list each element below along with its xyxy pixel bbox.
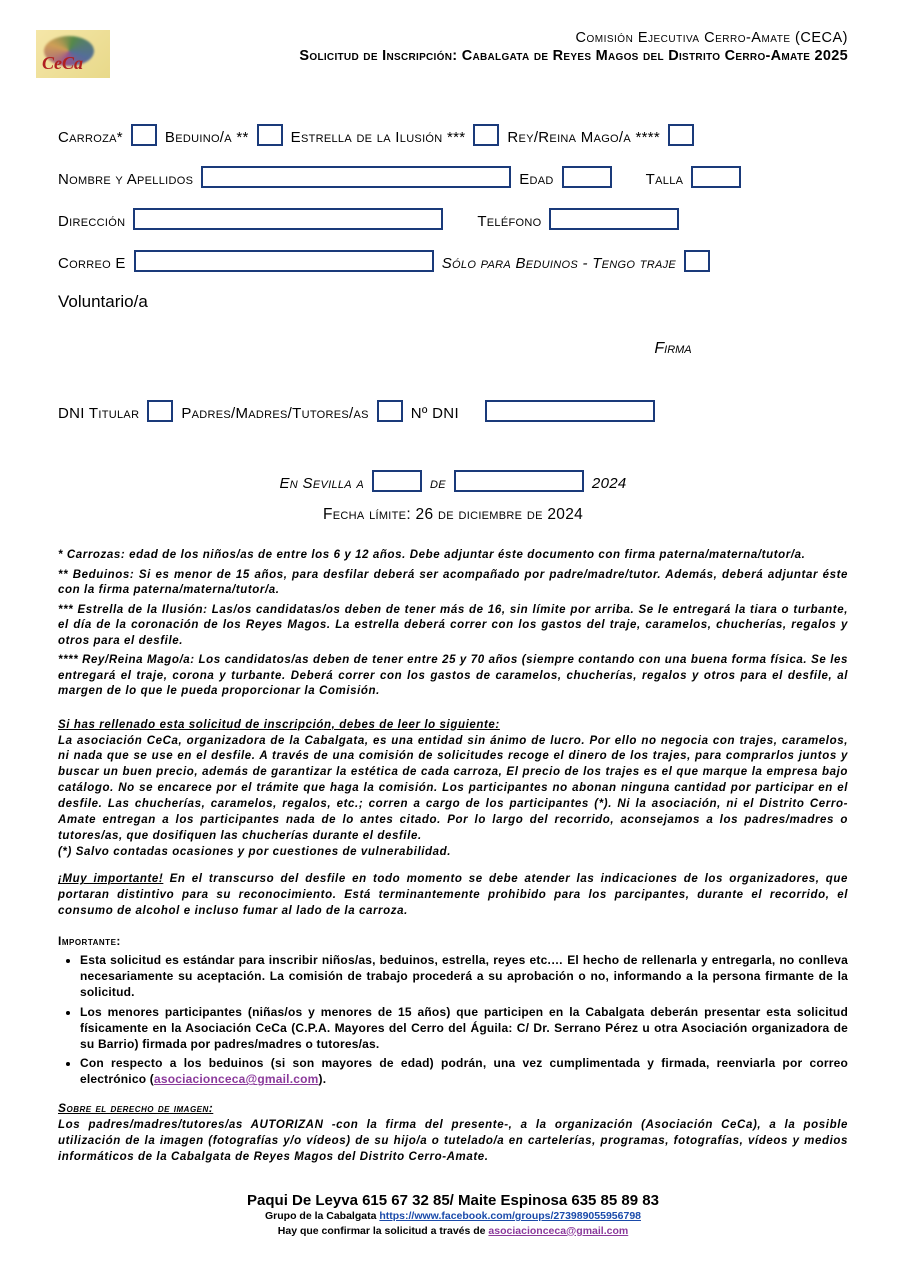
mail-link-2[interactable]: asociacionceca@gmail.com [488,1225,628,1237]
footer-grupo: Grupo de la Cabalgata https://www.facebo… [58,1209,848,1224]
input-telefono[interactable] [549,208,679,230]
input-n-dni[interactable] [485,400,655,422]
input-mes[interactable] [454,470,584,492]
footer-confirm: Hay que confirmar la solicitud a través … [58,1224,848,1239]
input-talla[interactable] [691,166,741,188]
label-n-dni: Nº DNI [411,405,459,422]
row-correo: Correo E Sólo para Beduinos - Tengo traj… [58,250,848,272]
importante-heading: Importante: [58,934,848,948]
checkbox-rey[interactable] [668,124,694,146]
logo-text: CeCa [42,53,83,74]
label-telefono: Teléfono [477,213,541,230]
label-correo: Correo E [58,255,126,272]
checkbox-traje[interactable] [684,250,710,272]
input-direccion[interactable] [133,208,443,230]
note-estrella: *** Estrella de la Ilusión: Las/os candi… [58,603,848,650]
muy-importante: ¡Muy importante! En el transcurso del de… [58,872,848,920]
label-padres: Padres/Madres/Tutores/as [181,405,368,422]
label-firma: Firma [498,340,848,358]
input-edad[interactable] [562,166,612,188]
label-en-sevilla: En Sevilla a [280,475,365,492]
label-beduino: Beduino/a ** [165,129,249,146]
label-dni-titular: DNI Titular [58,405,139,422]
importante-list: Esta solicitud es estándar para inscribi… [58,952,848,1088]
row-dni: DNI Titular Padres/Madres/Tutores/as Nº … [58,400,848,422]
row-direccion: Dirección Teléfono [58,208,848,230]
label-solo-beduinos: Sólo para Beduinos - Tengo traje [442,255,676,272]
importante-item-2: Los menores participantes (niñas/os y me… [80,1004,848,1053]
row-fecha: En Sevilla a de 2024 [58,470,848,492]
label-de: de [430,475,446,492]
note-beduinos: ** Beduinos: Si es menor de 15 años, par… [58,568,848,599]
label-nombre: Nombre y Apellidos [58,171,193,188]
imagen-heading: Sobre el derecho de imagen: [58,1101,848,1115]
input-nombre[interactable] [201,166,511,188]
muy-body: En el transcurso del desfile en todo mom… [58,873,848,917]
logo: CeCa [36,30,110,78]
label-rey: Rey/Reina Mago/a **** [507,129,660,146]
importante-item-1: Esta solicitud es estándar para inscribi… [80,952,848,1001]
checkbox-beduino[interactable] [257,124,283,146]
checkbox-dni-titular[interactable] [147,400,173,422]
label-voluntario: Voluntario/a [58,292,848,312]
checkbox-carroza[interactable] [131,124,157,146]
header-title: Solicitud de Inscripción: Cabalgata de R… [58,48,848,64]
muy-heading: ¡Muy importante! [58,873,163,885]
label-estrella: Estrella de la Ilusión *** [291,129,466,146]
footer-contact: Paqui De Leyva 615 67 32 85/ Maite Espin… [58,1192,848,1209]
footer: Paqui De Leyva 615 67 32 85/ Maite Espin… [58,1192,848,1238]
checkbox-estrella[interactable] [473,124,499,146]
label-carroza: Carroza* [58,129,123,146]
input-dia[interactable] [372,470,422,492]
header-org: Comisión Ejecutiva Cerro-Amate (CECA) [58,30,848,46]
label-talla: Talla [646,171,684,188]
label-edad: Edad [519,171,553,188]
input-correo[interactable] [134,250,434,272]
note-rey: **** Rey/Reina Mago/a: Los candidatos/as… [58,653,848,700]
info-heading: Si has rellenado esta solicitud de inscr… [58,719,500,731]
checkbox-padres[interactable] [377,400,403,422]
info-block: Si has rellenado esta solicitud de inscr… [58,718,848,861]
mail-link-1[interactable]: asociacionceca@gmail.com [154,1072,319,1086]
label-year: 2024 [592,475,627,492]
info-body: La asociación CeCa, organizadora de la C… [58,735,848,842]
importante-item-3: Con respecto a los beduinos (si son mayo… [80,1055,848,1087]
note-carrozas: * Carrozas: edad de los niños/as de entr… [58,548,848,564]
row-nombre: Nombre y Apellidos Edad Talla [58,166,848,188]
form-area: Carroza* Beduino/a ** Estrella de la Ilu… [58,124,848,524]
label-direccion: Dirección [58,213,125,230]
fb-link[interactable]: https://www.facebook.com/groups/27398905… [379,1210,641,1222]
row-roles: Carroza* Beduino/a ** Estrella de la Ilu… [58,124,848,146]
imagen-body: Los padres/madres/tutores/as AUTORIZAN -… [58,1118,848,1166]
info-asterisk: (*) Salvo contadas ocasiones y por cuest… [58,846,451,858]
fecha-limite: Fecha límite: 26 de diciembre de 2024 [58,506,848,524]
